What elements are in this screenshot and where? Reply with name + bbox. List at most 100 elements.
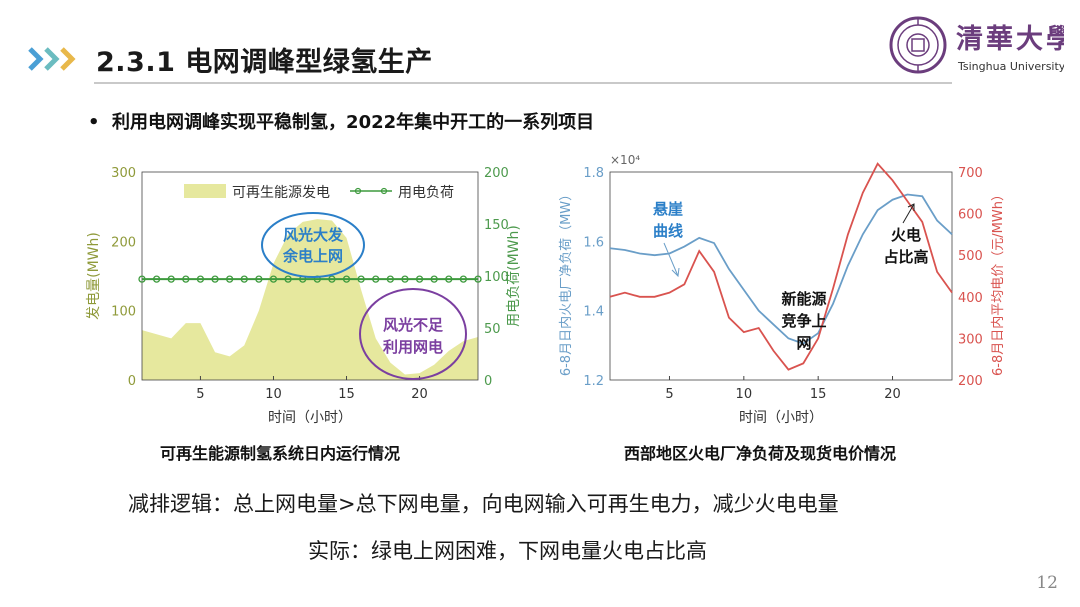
reduction-logic-text: 减排逻辑：总上网电量>总下网电量，向电网输入可再生电力，减少火电电量 bbox=[128, 492, 839, 516]
annotation-thermal-share: 火电 占比高 bbox=[883, 203, 929, 266]
svg-text:火电: 火电 bbox=[891, 226, 921, 244]
load-point bbox=[474, 275, 482, 283]
load-point bbox=[459, 275, 468, 283]
y2-tick-label: 150 bbox=[484, 218, 509, 233]
svg-text:悬崖: 悬崖 bbox=[653, 200, 683, 218]
load-point bbox=[255, 275, 263, 283]
svg-text:风光不足: 风光不足 bbox=[383, 316, 444, 334]
net-load-line bbox=[609, 193, 953, 345]
right-chart-caption: 西部地区火电厂净负荷及现货电价情况 bbox=[624, 444, 897, 463]
load-point bbox=[401, 275, 409, 283]
price-line bbox=[609, 162, 953, 371]
arrowhead-icon bbox=[671, 267, 680, 278]
load-point bbox=[386, 275, 394, 283]
load-point bbox=[226, 275, 234, 283]
load-point bbox=[167, 275, 175, 283]
y2-tick-label: 100 bbox=[484, 270, 509, 285]
right-chart: 5 10 15 20 1.21.41.61.8 200300400500600700 … bbox=[558, 153, 1006, 426]
right-chart-y2label: 6-8月日内平均电价（元/MWh） bbox=[990, 188, 1006, 376]
arrow-icon bbox=[902, 203, 915, 224]
y-tick-label: 1.8 bbox=[583, 166, 604, 181]
annotation-renewable-competition: 新能源 竞争上 网 bbox=[781, 290, 826, 352]
x-tick-label: 5 bbox=[196, 387, 204, 402]
x-tick-label: 20 bbox=[884, 387, 901, 402]
load-point bbox=[138, 275, 146, 283]
x-tick-label: 10 bbox=[265, 387, 282, 402]
load-point bbox=[415, 275, 424, 283]
y-tick-label: 200 bbox=[111, 235, 136, 250]
bullet-text: 利用电网调峰实现平稳制氢，2022年集中开工的一系列项目 bbox=[112, 112, 595, 133]
x-tick-label: 20 bbox=[411, 387, 428, 402]
load-point bbox=[152, 275, 161, 283]
arrow-icon bbox=[28, 47, 44, 71]
svg-text:余电上网: 余电上网 bbox=[282, 247, 343, 265]
y2-tick-label: 600 bbox=[958, 208, 983, 223]
load-point bbox=[328, 275, 336, 283]
x-tick-label: 5 bbox=[665, 387, 673, 402]
load-point bbox=[284, 275, 292, 283]
y2-tick-label: 0 bbox=[484, 374, 492, 389]
load-point bbox=[342, 275, 351, 283]
left-chart-caption: 可再生能源制氢系统日内运行情况 bbox=[160, 444, 401, 463]
svg-text:新能源: 新能源 bbox=[781, 290, 826, 308]
arrowhead-icon bbox=[907, 203, 915, 211]
right-chart-xlabel: 时间（小时） bbox=[739, 410, 823, 426]
y2-tick-label: 200 bbox=[958, 374, 983, 389]
callout-surplus: 风光大发 余电上网 bbox=[261, 212, 365, 278]
load-point bbox=[196, 275, 205, 283]
load-point bbox=[269, 275, 278, 283]
x-tick-label: 10 bbox=[736, 387, 753, 402]
bullet-point: • 利用电网调峰实现平稳制氢，2022年集中开工的一系列项目 bbox=[88, 108, 594, 134]
svg-text:风光大发: 风光大发 bbox=[283, 226, 344, 244]
x-tick-label: 15 bbox=[810, 387, 827, 402]
y2-tick-label: 50 bbox=[484, 322, 501, 337]
y2-tick-label: 400 bbox=[958, 291, 983, 306]
left-chart-xlabel: 时间（小时） bbox=[268, 410, 352, 426]
legend-swatch-area bbox=[184, 184, 226, 198]
left-chart-ylabel: 发电量(MWh) bbox=[86, 232, 102, 320]
arrow-icon bbox=[60, 47, 76, 71]
left-chart: 5 10 15 20 0 100 200 300 0 50 100 150 200 时间（小时） 发… bbox=[86, 166, 520, 426]
svg-text:利用网电: 利用网电 bbox=[383, 338, 443, 356]
svg-text:占比高: 占比高 bbox=[883, 248, 928, 266]
logo-chinese-text: 清華大學 bbox=[956, 24, 1064, 55]
tsinghua-seal-icon: 清華大學 Tsinghua University bbox=[889, 16, 1073, 74]
legend-label-load: 用电负荷 bbox=[398, 185, 454, 201]
svg-text:曲线: 曲线 bbox=[653, 222, 683, 240]
page-number: 12 bbox=[1036, 573, 1058, 593]
svg-text:竞争上: 竞争上 bbox=[781, 312, 826, 330]
y2-tick-label: 500 bbox=[958, 249, 983, 264]
logo-english-text: Tsinghua University bbox=[957, 60, 1064, 73]
reality-text: 实际：绿电上网困难，下网电量火电占比高 bbox=[308, 539, 707, 563]
bullet-dot: • bbox=[88, 112, 113, 133]
y-tick-label: 1.2 bbox=[583, 374, 604, 389]
y-tick-label: 100 bbox=[111, 305, 136, 320]
load-point bbox=[211, 275, 219, 283]
svg-text:网: 网 bbox=[796, 334, 811, 352]
load-point bbox=[182, 275, 190, 283]
legend-marker bbox=[380, 187, 388, 195]
load-point bbox=[372, 275, 380, 283]
arrow-icon bbox=[663, 242, 679, 277]
load-point bbox=[357, 275, 365, 283]
arrow-icon bbox=[44, 47, 60, 71]
left-chart-y2label: 用电负荷(MWh) bbox=[506, 225, 520, 327]
callout-deficit: 风光不足 利用网电 bbox=[359, 288, 467, 380]
right-chart-y-multiplier: ×10⁴ bbox=[610, 153, 640, 167]
y-tick-label: 1.6 bbox=[583, 235, 604, 250]
legend-marker bbox=[354, 187, 362, 195]
x-tick-label: 15 bbox=[338, 387, 355, 402]
y-tick-label: 1.4 bbox=[583, 305, 604, 320]
annotation-cliff-curve: 悬崖 曲线 bbox=[653, 200, 683, 278]
tsinghua-logo: 清華大學 Tsinghua University bbox=[888, 14, 1073, 76]
generation-area bbox=[142, 219, 478, 380]
y-tick-label: 0 bbox=[128, 374, 136, 389]
load-point bbox=[240, 275, 248, 283]
left-chart-legend: 可再生能源发电 用电负荷 bbox=[184, 184, 454, 201]
title-divider bbox=[94, 82, 952, 84]
y2-tick-label: 200 bbox=[484, 166, 509, 181]
plot-frame bbox=[609, 171, 953, 381]
right-chart-ylabel: 6-8月日内火电厂净负荷（MW） bbox=[558, 188, 574, 376]
load-point bbox=[445, 275, 453, 283]
slide-title: 2.3.1 电网调峰型绿氢生产 bbox=[96, 47, 433, 78]
